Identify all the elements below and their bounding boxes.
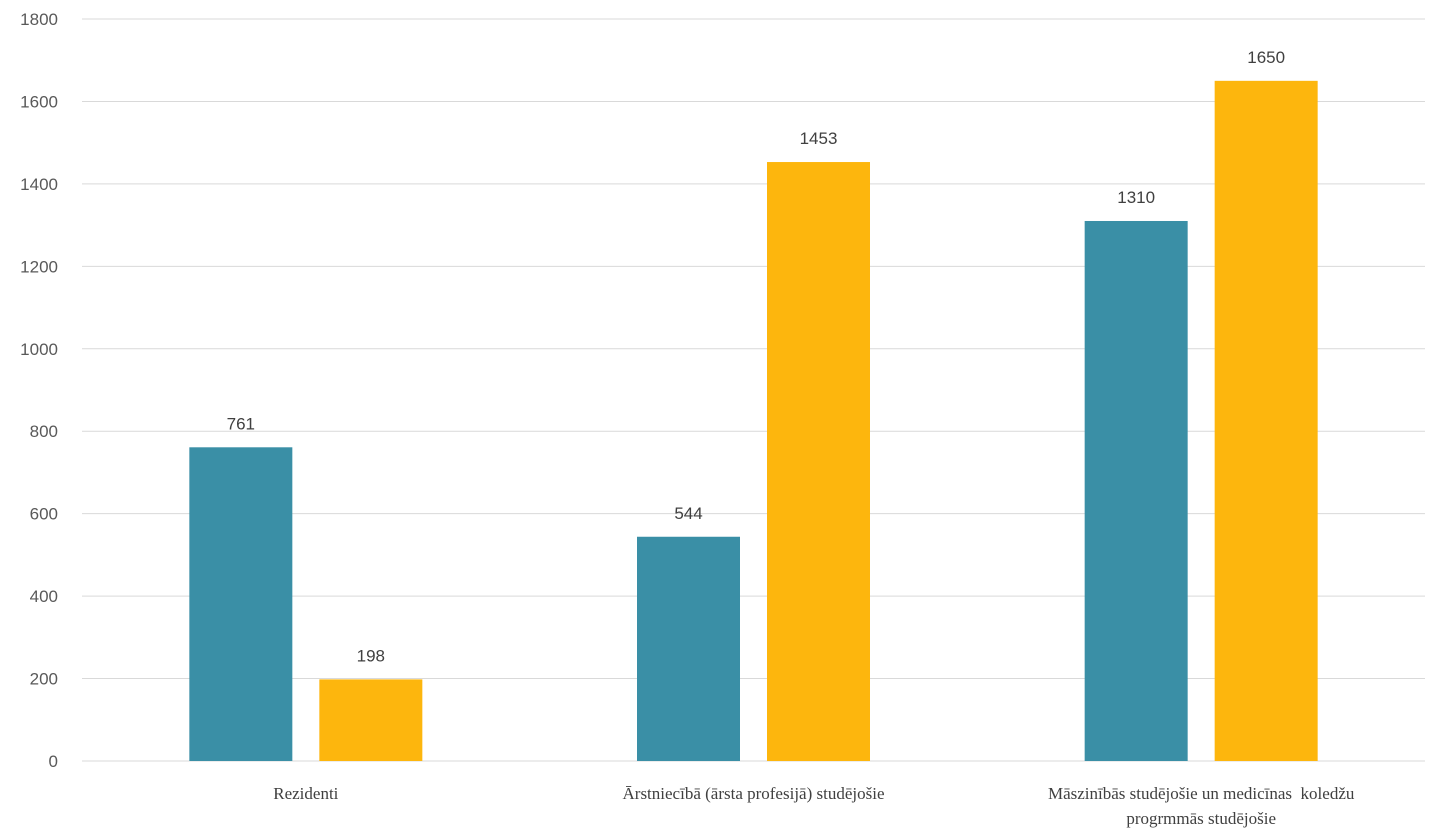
bar-s0-c1	[637, 536, 740, 761]
data-label-s1-c0: 198	[357, 646, 385, 665]
y-tick-label-5: 1000	[20, 340, 58, 359]
y-tick-label-2: 400	[30, 587, 58, 606]
gridlines	[82, 18, 1425, 762]
data-label-s1-c1: 1453	[800, 129, 838, 148]
y-tick-label-4: 800	[30, 422, 58, 441]
bar-s1-c1	[767, 162, 870, 761]
y-tick-label-1: 200	[30, 670, 58, 689]
x-tick-label-2-line-0: Māszinībās studējošie un medicīnas koled…	[1048, 784, 1355, 803]
bars	[189, 80, 1318, 762]
data-labels: 761 198 544 1453 1310 1650	[227, 48, 1285, 666]
y-tick-label-6: 1200	[20, 257, 58, 276]
data-label-s0-c2: 1310	[1117, 188, 1155, 207]
y-tick-label-7: 1400	[20, 175, 58, 194]
data-label-s0-c0: 761	[227, 414, 255, 433]
x-tick-label-0: Rezidenti	[273, 784, 338, 803]
bar-s1-c0	[319, 679, 423, 761]
y-tick-label-9: 1800	[20, 10, 58, 29]
y-tick-label-0: 0	[49, 752, 58, 771]
data-label-s1-c2: 1650	[1247, 48, 1285, 67]
x-tick-label-2-line-1: progrmmās studējošie	[1126, 809, 1276, 828]
bar-s1-c2	[1214, 80, 1318, 762]
bar-s0-c2	[1084, 220, 1188, 761]
x-axis-labels: Rezidenti Ārstniecībā (ārsta profesijā) s…	[273, 784, 1355, 828]
y-tick-label-3: 600	[30, 505, 58, 524]
data-label-s0-c1: 544	[674, 504, 702, 523]
y-tick-label-8: 1600	[20, 92, 58, 111]
bar-s0-c0	[189, 447, 293, 761]
x-tick-label-1: Ārstniecībā (ārsta profesijā) studējošie	[623, 784, 885, 803]
y-axis-ticks: 0 200 400 600 800 1000 1200 1400 1600 1800	[20, 10, 58, 771]
